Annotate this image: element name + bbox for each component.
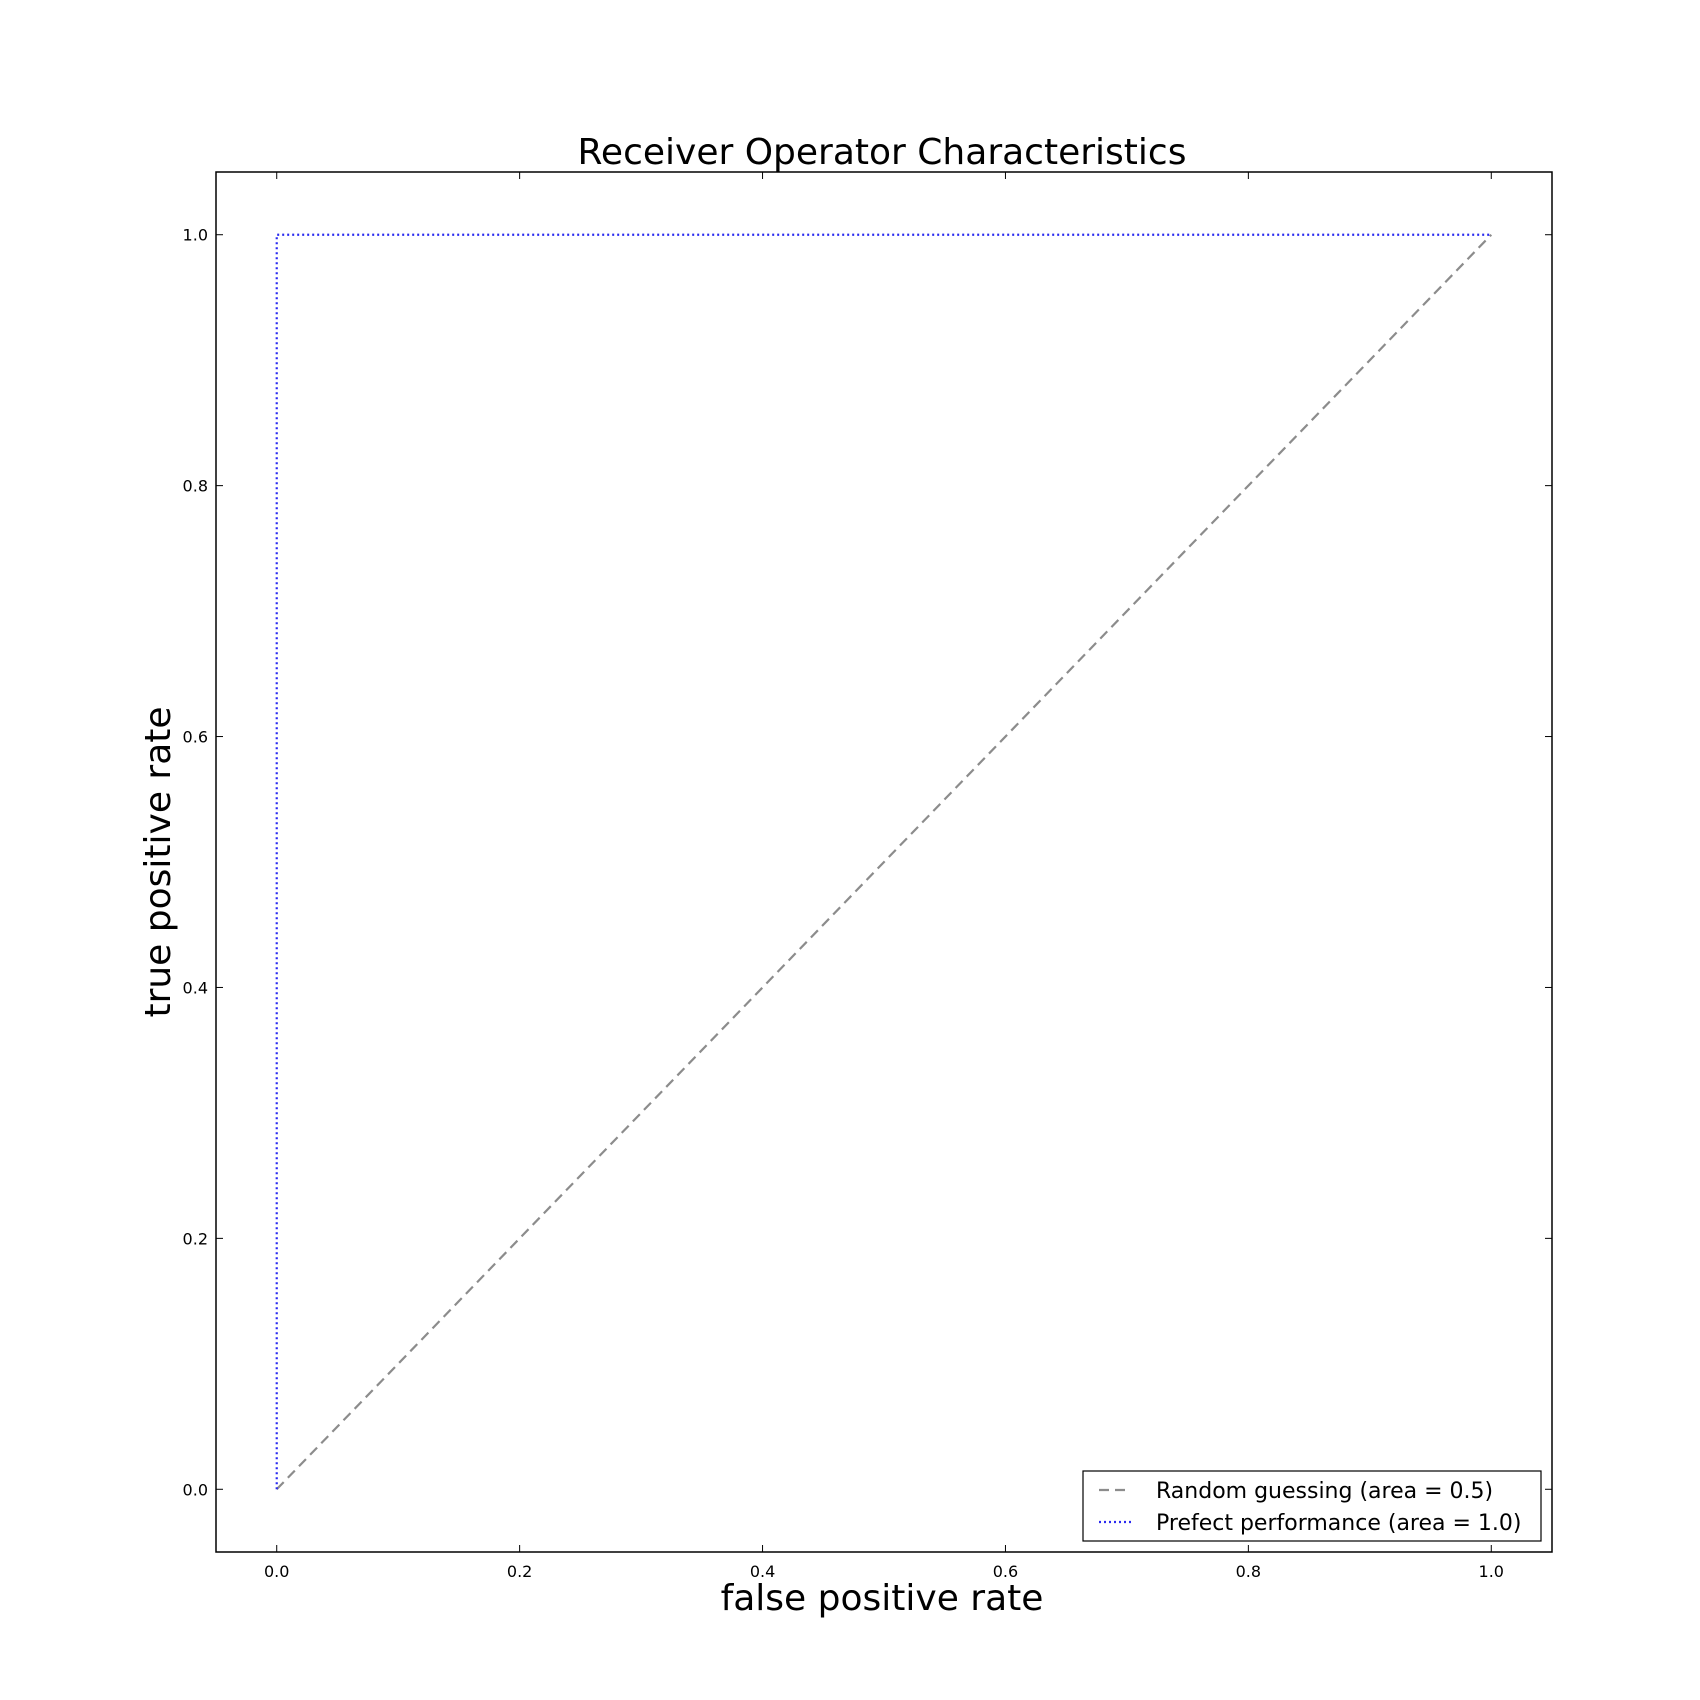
x-tick-label-4: 0.8 bbox=[1236, 1562, 1261, 1581]
series-line-0 bbox=[275, 233, 1493, 1491]
x-tick-label-1: 0.2 bbox=[507, 1562, 532, 1581]
legend-label-0: Random guessing (area = 0.5) bbox=[1156, 1479, 1493, 1504]
plot-frame bbox=[215, 171, 1553, 1553]
legend-entries: Random guessing (area = 0.5) Prefect perf… bbox=[1099, 1479, 1522, 1536]
plot-marks bbox=[275, 233, 1493, 1491]
y-tick-label-5: 1.0 bbox=[183, 226, 208, 245]
y-tick-label-1: 0.2 bbox=[183, 1229, 208, 1248]
chart-title: Receiver Operator Characteristics bbox=[578, 132, 1187, 173]
x-axis-label: false positive rate bbox=[721, 1578, 1044, 1619]
y-tick-label-4: 0.8 bbox=[183, 477, 208, 496]
y-axis-label: true positive rate bbox=[138, 706, 179, 1017]
x-tick-label-2: 0.4 bbox=[750, 1562, 775, 1581]
legend: Random guessing (area = 0.5) Prefect perf… bbox=[1082, 1470, 1542, 1542]
x-tick-label-3: 0.6 bbox=[993, 1562, 1018, 1581]
legend-box bbox=[1082, 1470, 1542, 1542]
y-ticks: 0.0 0.2 0.4 0.6 0.8 1.0 bbox=[183, 226, 1552, 1499]
legend-label-1: Prefect performance (area = 1.0) bbox=[1156, 1511, 1522, 1536]
y-tick-label-3: 0.6 bbox=[183, 728, 208, 747]
x-ticks: 0.0 0.2 0.4 0.6 0.8 1.0 bbox=[264, 172, 1504, 1581]
y-tick-label-0: 0.0 bbox=[183, 1480, 208, 1499]
x-tick-label-5: 1.0 bbox=[1479, 1562, 1504, 1581]
x-tick-label-0: 0.0 bbox=[264, 1562, 289, 1581]
y-tick-label-2: 0.4 bbox=[183, 978, 208, 997]
